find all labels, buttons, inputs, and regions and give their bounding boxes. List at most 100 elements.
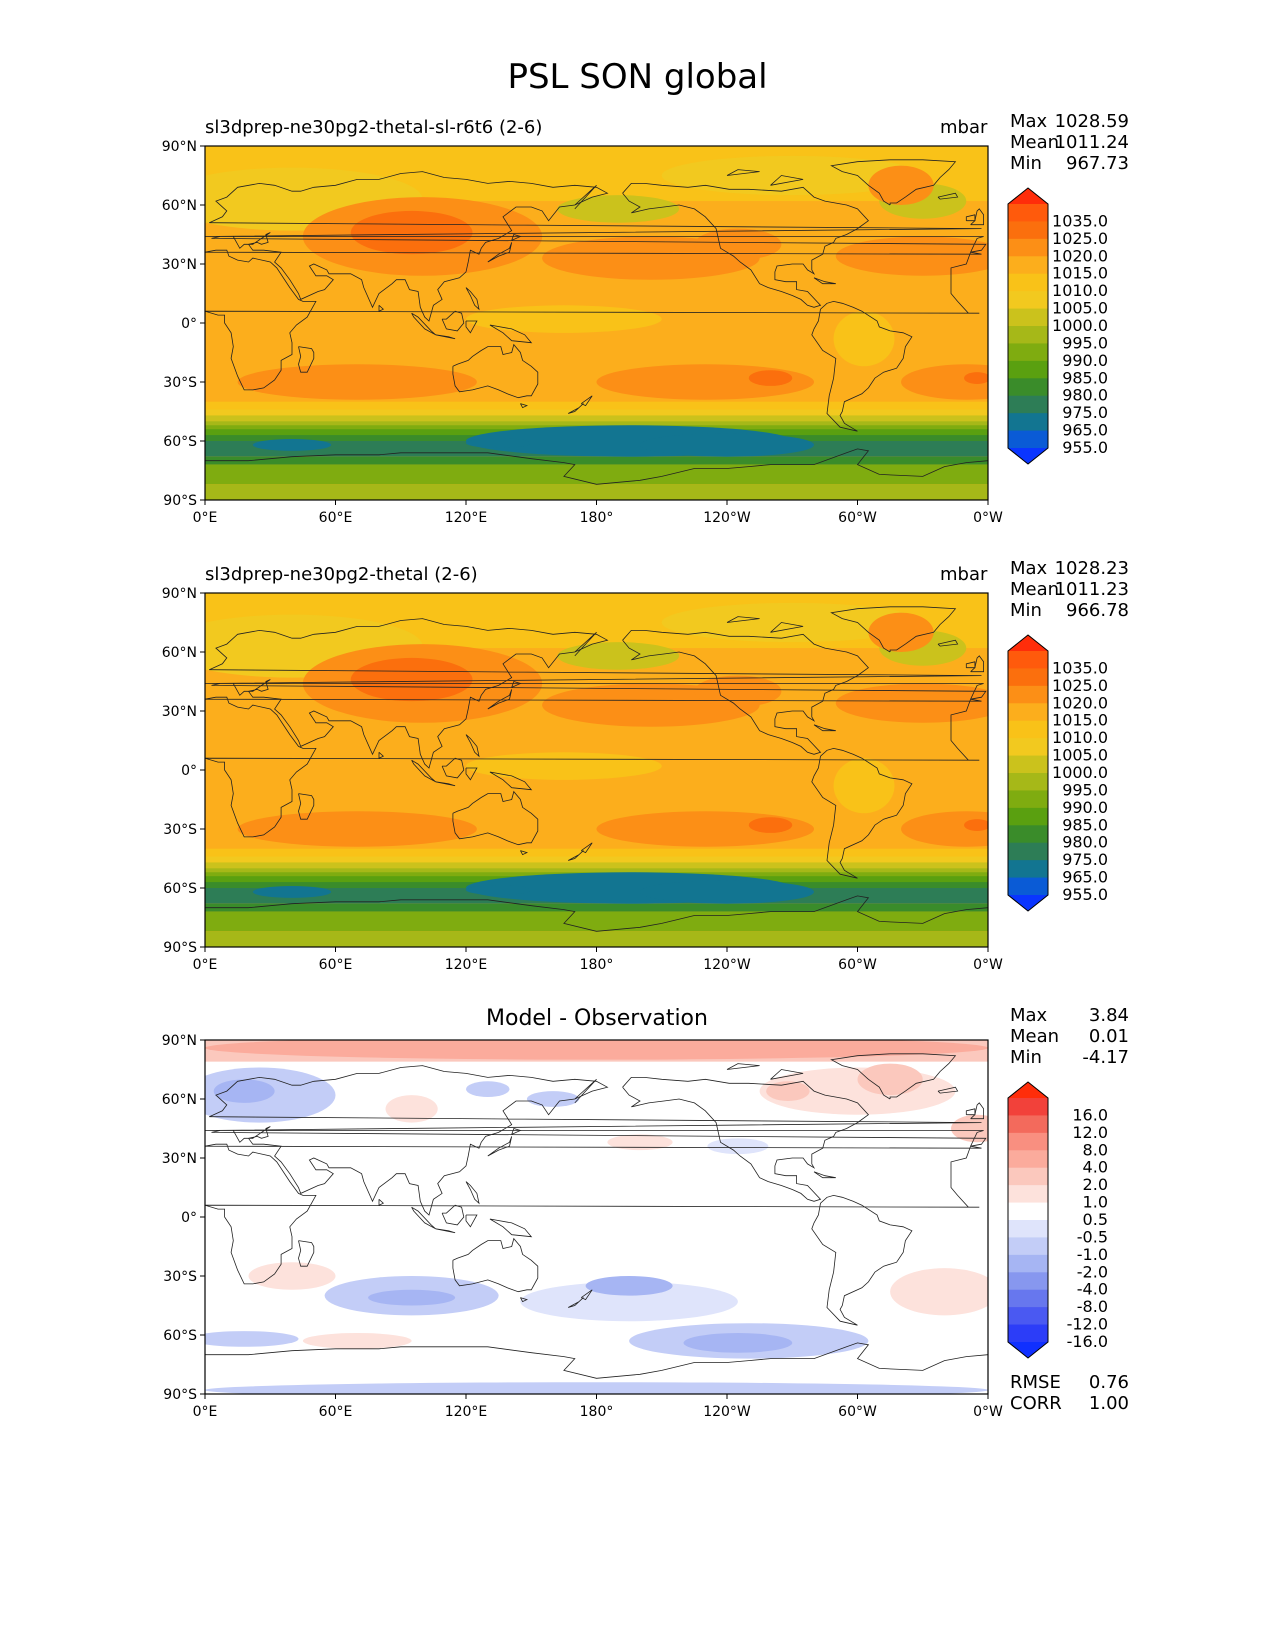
diff-amundsen-core <box>683 1333 793 1353</box>
coastline-26 <box>574 185 597 210</box>
psl-satl-high <box>901 364 988 400</box>
psl-band-50s <box>205 421 988 428</box>
y-tick-label: 30°N <box>162 1151 197 1167</box>
psl-azores-high <box>835 236 988 276</box>
colorbar-tick-label: 995.0 <box>1062 780 1108 799</box>
colorbar-tick-label: 985.0 <box>1062 368 1108 387</box>
psl-band-antarctic <box>205 464 988 485</box>
coastline-24 <box>770 622 804 633</box>
y-tick-label: 30°S <box>163 822 197 838</box>
coastline-4 <box>622 183 869 308</box>
colorbar-tick-label: 1035.0 <box>1052 658 1108 677</box>
psl-greenland-high <box>868 165 934 205</box>
colorbar-swatch <box>1008 1185 1048 1204</box>
coastline-6 <box>205 895 988 932</box>
coastline-19 <box>581 1289 593 1301</box>
colorbar-swatch <box>1008 1220 1048 1238</box>
panel-1-min-value: 967.73 <box>1066 153 1129 174</box>
colorbar-swatch <box>1008 1150 1048 1169</box>
psl-band-50s <box>205 868 988 875</box>
y-tick-label: 30°N <box>162 704 197 720</box>
x-tick-label: 120°E <box>445 1404 488 1420</box>
x-tick-label: 0°E <box>193 510 218 526</box>
coastline-22 <box>378 752 385 759</box>
colorbar-swatch <box>1008 413 1048 432</box>
colorbar-tick-label: 2.0 <box>1083 1175 1108 1194</box>
coastline-12 <box>489 324 533 344</box>
psl-band-pole <box>205 484 988 500</box>
diff-atl-pos <box>951 1114 988 1143</box>
coastline-15 <box>511 681 522 688</box>
y-tick-label: 0° <box>181 1210 197 1226</box>
colorbar-swatch <box>1008 1132 1048 1151</box>
coastline-7 <box>298 1240 315 1267</box>
colorbar-swatch <box>1008 1289 1048 1308</box>
y-tick-label: 60°N <box>162 1092 197 1108</box>
field-layer <box>205 1040 988 1394</box>
x-tick-label: 180° <box>580 1404 614 1420</box>
coastline-12 <box>489 1218 533 1238</box>
panel-3-min-value: -4.17 <box>1082 1047 1129 1068</box>
coastline-18 <box>937 192 959 200</box>
colorbar-swatch <box>1008 1307 1048 1326</box>
panel-2-map: 90°N 60°N 30°N 0° 30°S 60°S 90°S0°E 60°E 120°E 18… <box>162 587 1003 973</box>
colorbar-tick-label: 1015.0 <box>1052 264 1108 283</box>
colorbar-tick-label: 985.0 <box>1062 815 1108 834</box>
colorbar-tick-label: -8.0 <box>1077 1297 1108 1316</box>
colorbar-tick-label: 1010.0 <box>1052 728 1108 747</box>
panel-1-map: 90°N 60°N 30°N 0° 30°S 60°S 90°S0°E 60°E 120°E 18… <box>162 140 1003 526</box>
coastline-3 <box>811 300 913 432</box>
colorbar-tick-label: -2.0 <box>1077 1262 1108 1281</box>
colorbar-tick-label: 955.0 <box>1062 438 1108 457</box>
panel-3-max-value: 3.84 <box>1088 1005 1129 1026</box>
colorbar-swatch <box>1008 703 1048 722</box>
colorbar-swatch <box>1008 877 1048 896</box>
diff-mozambique-pos <box>248 1262 336 1290</box>
coastline-4 <box>622 1077 869 1202</box>
colorbar-swatch <box>1008 685 1048 704</box>
diff-pole-neg <box>205 1382 988 1394</box>
coastline-23 <box>813 1171 836 1179</box>
coastline-13 <box>465 1181 480 1205</box>
colorbar-tick-label: 1000.0 <box>1052 316 1108 335</box>
psl-band-47s <box>205 862 988 871</box>
colorbar-tick-label: 1025.0 <box>1052 229 1108 248</box>
coastline-1 <box>205 1143 982 1285</box>
coastline-0 <box>205 1065 987 1216</box>
diff-greenland-pos <box>857 1063 923 1096</box>
coastline-12 <box>489 771 533 791</box>
psl-azores-high <box>835 683 988 723</box>
psl-indian-high <box>237 811 477 847</box>
diff-satl-pos <box>890 1268 988 1316</box>
colorbar-extend-min <box>1008 895 1048 911</box>
psl-aleutian-low <box>557 642 680 670</box>
x-tick-label: 120°W <box>703 510 751 526</box>
coastline-17 <box>965 661 976 669</box>
diff-pacific-core <box>585 1276 673 1296</box>
psl-aleutian-low <box>557 195 680 223</box>
panel-1-mean-label: Mean <box>1010 132 1060 153</box>
panel-3-colorbar: 16.012.08.04.02.01.00.5-0.5-1.0-2.0-4.0-… <box>1007 1081 1108 1359</box>
diff-nepac-neg <box>707 1138 769 1155</box>
panel-3-title: Model - Observation <box>486 1006 708 1031</box>
x-tick-label: 60°E <box>319 1404 353 1420</box>
psl-satl-core <box>964 819 988 831</box>
panel-3-rmse-value: 0.76 <box>1088 1372 1129 1393</box>
colorbar-tick-label: 975.0 <box>1062 403 1108 422</box>
coastline-3 <box>811 1194 913 1326</box>
colorbar-tick-label: 1010.0 <box>1052 281 1108 300</box>
colorbar-tick-label: 980.0 <box>1062 833 1108 852</box>
colorbar-swatch <box>1008 738 1048 757</box>
colorbar-swatch <box>1008 1237 1048 1256</box>
x-tick-label: 0°W <box>973 957 1003 973</box>
coastline-23 <box>813 724 836 732</box>
colorbar-swatch <box>1008 1115 1048 1134</box>
colorbar-tick-label: 990.0 <box>1062 798 1108 817</box>
colorbar-tick-label: 4.0 <box>1083 1158 1108 1177</box>
coastline-18 <box>937 1086 959 1094</box>
x-tick-label: 180° <box>580 957 614 973</box>
coastline-26 <box>574 632 597 657</box>
x-tick-label: 60°W <box>838 510 877 526</box>
colorbar-tick-label: 980.0 <box>1062 386 1108 405</box>
y-tick-label: 30°S <box>163 375 197 391</box>
